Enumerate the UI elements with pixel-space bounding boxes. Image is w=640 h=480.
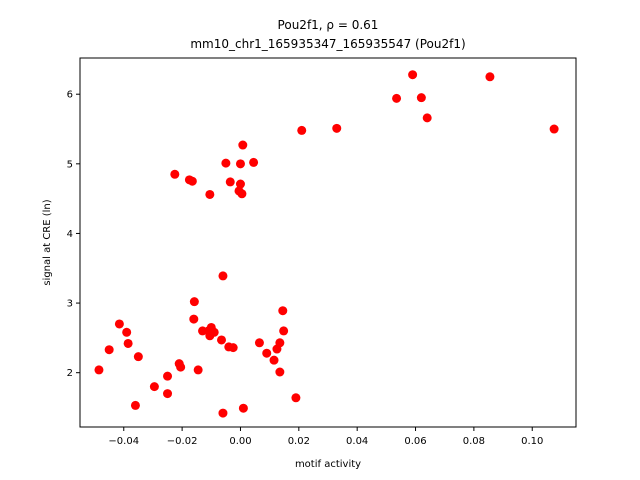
x-axis-ticks: −0.04 −0.02 0.00 0.02 0.04 0.06 0.08 0.10 [108, 427, 543, 447]
data-point-4 [123, 338, 133, 348]
data-point-29 [225, 177, 235, 187]
data-point-39 [262, 348, 272, 358]
x-tick-label-1: −0.02 [167, 436, 198, 447]
y-axis-label: signal at CRE (ln) [42, 199, 53, 285]
data-point-14 [187, 176, 197, 186]
chart-title-line2: mm10_chr1_165935347_165935547 (Pou2f1) [190, 37, 465, 51]
data-point-2 [114, 319, 124, 329]
data-point-17 [193, 365, 203, 375]
data-point-44 [278, 306, 288, 316]
data-point-6 [133, 352, 143, 362]
x-tick-label-4: 0.04 [346, 436, 368, 447]
data-point-30 [228, 343, 238, 353]
y-tick-label-2: 4 [67, 229, 73, 240]
data-point-40 [269, 355, 279, 365]
data-point-20 [205, 189, 215, 199]
data-point-46 [291, 393, 301, 403]
y-axis-ticks: 2 3 4 5 6 [67, 90, 80, 379]
data-point-5 [130, 400, 140, 410]
x-tick-label-3: 0.02 [288, 436, 310, 447]
data-point-1 [104, 345, 114, 355]
x-axis-label: motif activity [295, 459, 361, 470]
data-point-42 [275, 338, 285, 348]
x-tick-label-2: 0.00 [229, 436, 251, 447]
data-point-47 [297, 125, 307, 135]
data-point-54 [549, 124, 559, 134]
data-point-38 [254, 338, 264, 348]
data-point-53 [485, 72, 495, 82]
data-point-51 [416, 93, 426, 103]
data-point-25 [218, 271, 228, 281]
data-point-35 [238, 140, 248, 150]
data-point-33 [235, 179, 245, 189]
data-point-34 [237, 189, 247, 199]
chart-title-line1: Pou2f1, ρ = 0.61 [278, 18, 379, 32]
data-point-43 [275, 367, 285, 377]
data-point-50 [408, 70, 418, 80]
data-point-32 [235, 159, 245, 169]
data-point-9 [163, 371, 173, 381]
y-tick-label-0: 2 [67, 368, 73, 379]
data-point-24 [217, 335, 227, 345]
data-point-36 [238, 403, 248, 413]
data-point-12 [176, 362, 186, 372]
data-point-23 [209, 327, 219, 337]
x-tick-label-0: −0.04 [108, 436, 139, 447]
x-tick-label-6: 0.08 [463, 436, 485, 447]
x-tick-label-7: 0.10 [521, 436, 543, 447]
data-point-0 [94, 365, 104, 375]
plot-frame [79, 57, 577, 428]
y-tick-label-1: 3 [67, 299, 73, 310]
data-point-8 [163, 389, 173, 399]
data-point-7 [149, 382, 159, 392]
data-point-26 [218, 408, 228, 418]
data-point-37 [249, 157, 259, 167]
y-tick-label-4: 6 [67, 90, 73, 101]
data-point-3 [122, 327, 132, 337]
data-points [94, 70, 559, 418]
x-tick-label-5: 0.06 [404, 436, 426, 447]
y-tick-label-3: 5 [67, 159, 73, 170]
data-point-49 [392, 93, 402, 103]
data-point-27 [221, 158, 231, 168]
data-point-48 [332, 123, 342, 133]
data-point-10 [170, 169, 180, 179]
data-point-52 [422, 113, 432, 123]
data-point-16 [189, 297, 199, 307]
data-point-15 [189, 314, 199, 324]
data-point-45 [279, 326, 289, 336]
